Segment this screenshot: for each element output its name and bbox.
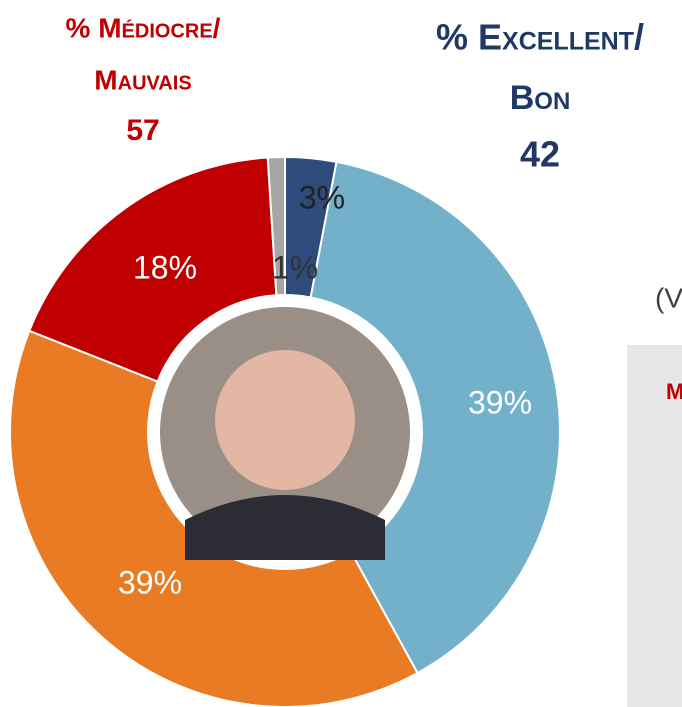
photo-face [215,350,355,490]
labels: 3% 39% 39% 18% 1% [118,179,532,600]
right-header-line: Bon [510,79,571,117]
slice-label: 3% [299,179,345,215]
photo-body [185,495,385,560]
slice-label: 39% [118,564,182,600]
panel-text: M [666,379,682,404]
slice-label: 39% [468,384,532,420]
slice-label: 1% [272,249,318,285]
slice-label: 18% [133,249,197,285]
side-panel [627,345,682,707]
left-header-line: Mauvais [94,64,191,95]
left-header-line: % Médiocre/ [66,12,221,43]
side-text: (V [655,282,682,313]
right-header-line: % Excellent/ [436,17,644,58]
right-header-value: 42 [520,134,560,175]
left-header-value: 57 [126,114,159,147]
